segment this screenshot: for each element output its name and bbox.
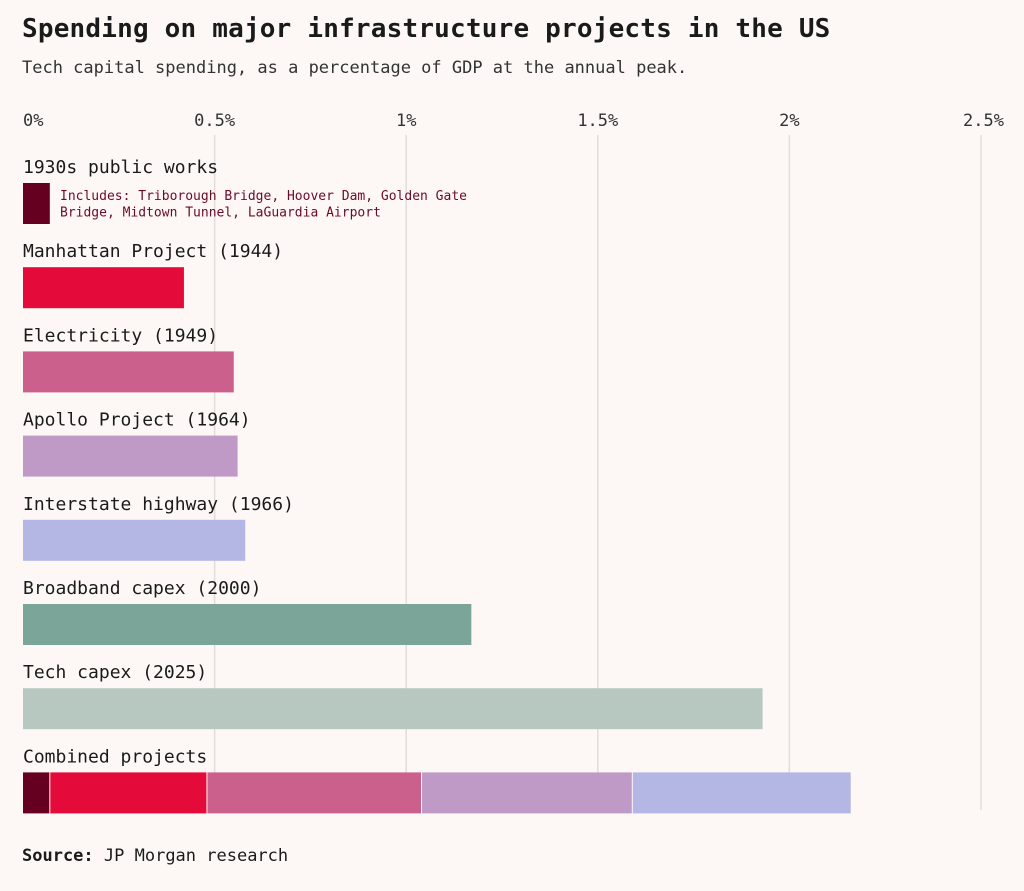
- stacked-segment: [49, 772, 207, 814]
- category-label: Tech capex (2025): [23, 662, 207, 683]
- x-axis-ticks: 0% 0.5% 1% 1.5% 2% 2.5%: [23, 111, 1004, 131]
- x-tick-label: 1.5%: [577, 111, 618, 131]
- source-text: JP Morgan research: [103, 846, 289, 866]
- stacked-segment: [206, 772, 422, 814]
- x-tick-label: 2%: [779, 111, 799, 131]
- annotation-line: Bridge, Midtown Tunnel, LaGuardia Airpor…: [60, 206, 381, 221]
- bar: [23, 688, 763, 730]
- bar: [23, 435, 238, 477]
- bar: [23, 267, 184, 309]
- category-label: Interstate highway (1966): [23, 494, 294, 515]
- category-label: Apollo Project (1964): [23, 410, 251, 431]
- category-label: Manhattan Project (1944): [23, 241, 283, 262]
- bar: [23, 604, 472, 645]
- chart-title: Spending on major infrastructure project…: [22, 14, 831, 44]
- x-tick-label: 0.5%: [194, 111, 235, 131]
- category-label: Electricity (1949): [23, 325, 218, 346]
- bar-annotation: Includes: Triborough Bridge, Hoover Dam,…: [60, 189, 467, 221]
- bar: [23, 519, 246, 561]
- stacked-segment: [23, 772, 50, 814]
- stacked-segment: [632, 772, 851, 814]
- stacked-segment: [421, 772, 633, 814]
- source-note: Source: JP Morgan research: [22, 846, 288, 866]
- source-label: Source:: [22, 846, 94, 866]
- annotation-line: Includes: Triborough Bridge, Hoover Dam,…: [60, 189, 467, 204]
- category-label: Combined projects: [23, 746, 207, 767]
- bar: [23, 183, 50, 224]
- bar: [23, 351, 234, 393]
- x-tick-label: 1%: [396, 111, 416, 131]
- category-label: 1930s public works: [23, 157, 218, 178]
- bars: 1930s public works Includes: Triborough B…: [23, 157, 851, 814]
- chart-subtitle: Tech capital spending, as a percentage o…: [22, 58, 688, 78]
- x-tick-label: 0%: [23, 111, 43, 131]
- x-tick-label: 2.5%: [963, 111, 1004, 131]
- category-label: Broadband capex (2000): [23, 578, 261, 599]
